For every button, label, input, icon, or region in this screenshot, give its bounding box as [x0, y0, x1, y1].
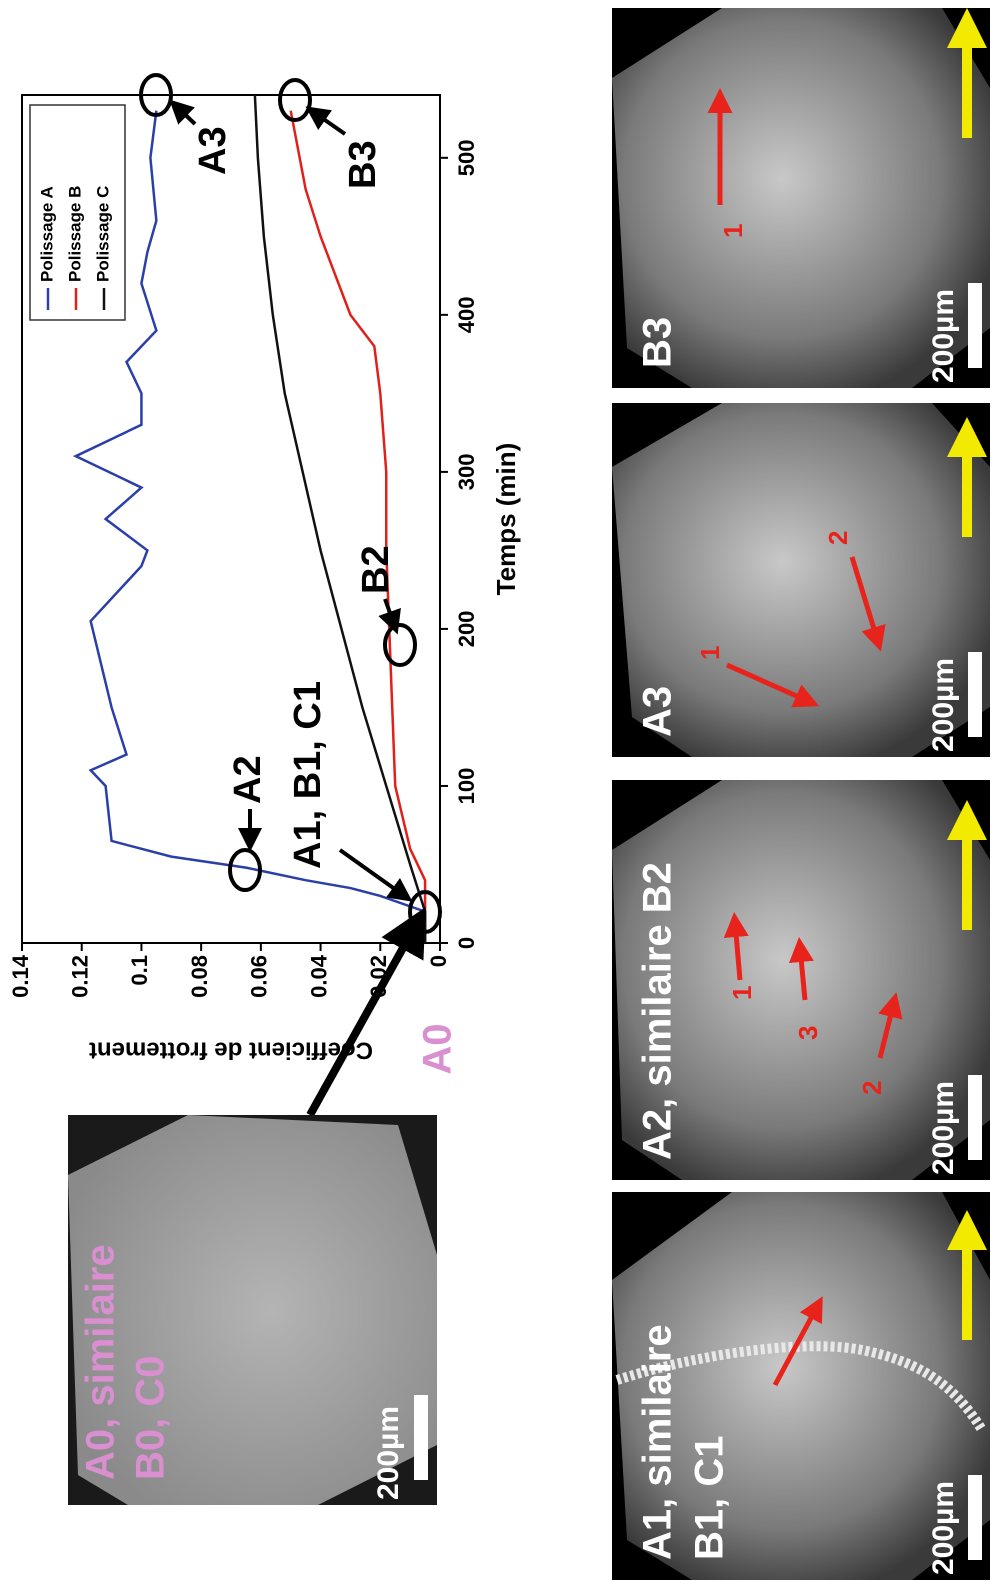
line-series: [289, 110, 427, 943]
x-tick-label: 100: [454, 768, 479, 805]
y-tick-label: 0.12: [68, 955, 93, 998]
arrow: [305, 106, 347, 136]
annotation: B2: [355, 545, 397, 594]
micrograph: A3 200µm 1 2: [612, 403, 990, 757]
arrow-number: 1: [718, 224, 748, 238]
y-axis-label: Coefficient de frottement: [89, 1037, 373, 1064]
micrograph: A0, similaire B0, C0 200µm: [68, 1115, 437, 1505]
arrow-number: 2: [823, 531, 853, 545]
x-tick-label: 0: [454, 937, 479, 949]
annotation: A1, B1, C1: [287, 681, 329, 869]
x-tick-label: 500: [454, 139, 479, 176]
annotation: B3: [342, 140, 384, 189]
image-label: B0, C0: [129, 1356, 173, 1481]
scale-label: 200µm: [927, 1081, 960, 1175]
annotation: A2: [227, 755, 269, 804]
micrograph: B3 200µm 1: [612, 8, 990, 388]
arrow: [378, 598, 401, 635]
line-series: [72, 110, 427, 943]
scale-label: 200µm: [927, 289, 960, 383]
chart: 00.020.040.060.080.10.120.14010020030040…: [8, 94, 521, 1064]
arrow: [169, 99, 197, 126]
annotation: A0: [416, 1023, 460, 1074]
rotated-figure: 00.020.040.060.080.10.120.14010020030040…: [8, 8, 990, 1580]
x-tick-label: 400: [454, 296, 479, 333]
line-series: [253, 94, 427, 943]
image-label: A1, similaire: [636, 1324, 680, 1560]
y-tick-label: 0.14: [8, 954, 33, 998]
micrograph: A2, similaire B2 200µm 1 3 2: [612, 780, 990, 1180]
x-tick-label: 200: [454, 611, 479, 648]
circle: [139, 73, 173, 117]
arrow-number: 1: [695, 646, 725, 660]
x-axis-label: Temps (min): [491, 443, 521, 596]
image-label: B1, C1: [688, 1436, 732, 1561]
annotation: A3: [192, 126, 234, 175]
arrow: [338, 848, 413, 902]
scale-label: 200µm: [927, 658, 960, 752]
circle: [278, 78, 312, 122]
y-tick-label: 0.06: [247, 955, 272, 998]
micrograph: A1, similaire B1, C1 200µm: [612, 1192, 990, 1580]
x-tick-label: 300: [454, 454, 479, 491]
legend-label: Polissage C: [93, 186, 112, 282]
image-label: A0, similaire: [79, 1244, 123, 1480]
image-label: A3: [636, 686, 680, 737]
legend-label: Polissage B: [65, 186, 84, 282]
scale-label: 200µm: [372, 1406, 405, 1500]
legend: [29, 104, 126, 321]
scale-label: 200µm: [927, 1481, 960, 1575]
arrow-number: 1: [727, 986, 757, 1000]
circle: [408, 890, 442, 934]
image-label: B3: [636, 317, 680, 368]
image-label: A2, similaire B2: [636, 862, 680, 1160]
y-tick-label: 0.1: [127, 955, 152, 986]
arrow-number: 3: [793, 1026, 823, 1040]
y-tick-label: 0.04: [306, 954, 331, 998]
y-tick-label: 0.08: [187, 955, 212, 998]
legend-label: Polissage A: [37, 186, 56, 282]
y-tick-label: 0: [426, 955, 451, 967]
plot-area: [21, 94, 441, 944]
arrow: [306, 907, 426, 1117]
arrow-number: 2: [857, 1081, 887, 1095]
